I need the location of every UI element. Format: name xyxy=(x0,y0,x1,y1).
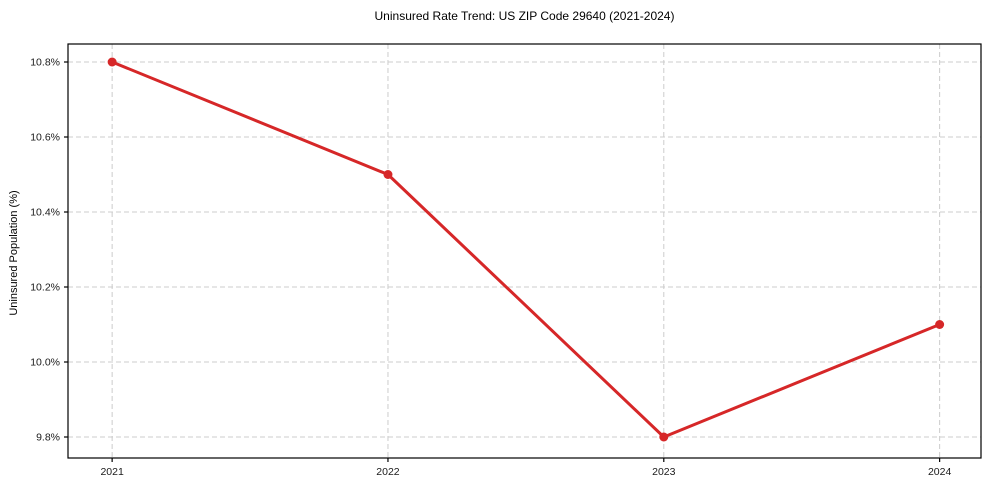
y-tick-label: 10.4% xyxy=(30,207,60,219)
y-tick-label: 9.8% xyxy=(36,432,60,444)
data-point-marker xyxy=(659,432,669,442)
x-tick-label: 2022 xyxy=(376,466,400,478)
plot-area-border xyxy=(67,43,982,459)
data-point-marker xyxy=(107,57,117,67)
data-point-marker xyxy=(935,320,945,329)
x-tick-label: 2021 xyxy=(100,466,124,478)
y-tick-label: 10.8% xyxy=(30,57,60,69)
data-point-marker xyxy=(383,170,393,179)
x-tick-label: 2024 xyxy=(928,466,952,478)
trend-line xyxy=(110,60,942,439)
y-tick-label: 10.6% xyxy=(30,132,60,144)
chart-title: Uninsured Rate Trend: US ZIP Code 29640 … xyxy=(374,9,675,23)
x-tick-label: 2023 xyxy=(652,466,676,478)
y-tick-label: 10.0% xyxy=(30,357,60,369)
y-tick-label: 10.2% xyxy=(30,282,60,294)
